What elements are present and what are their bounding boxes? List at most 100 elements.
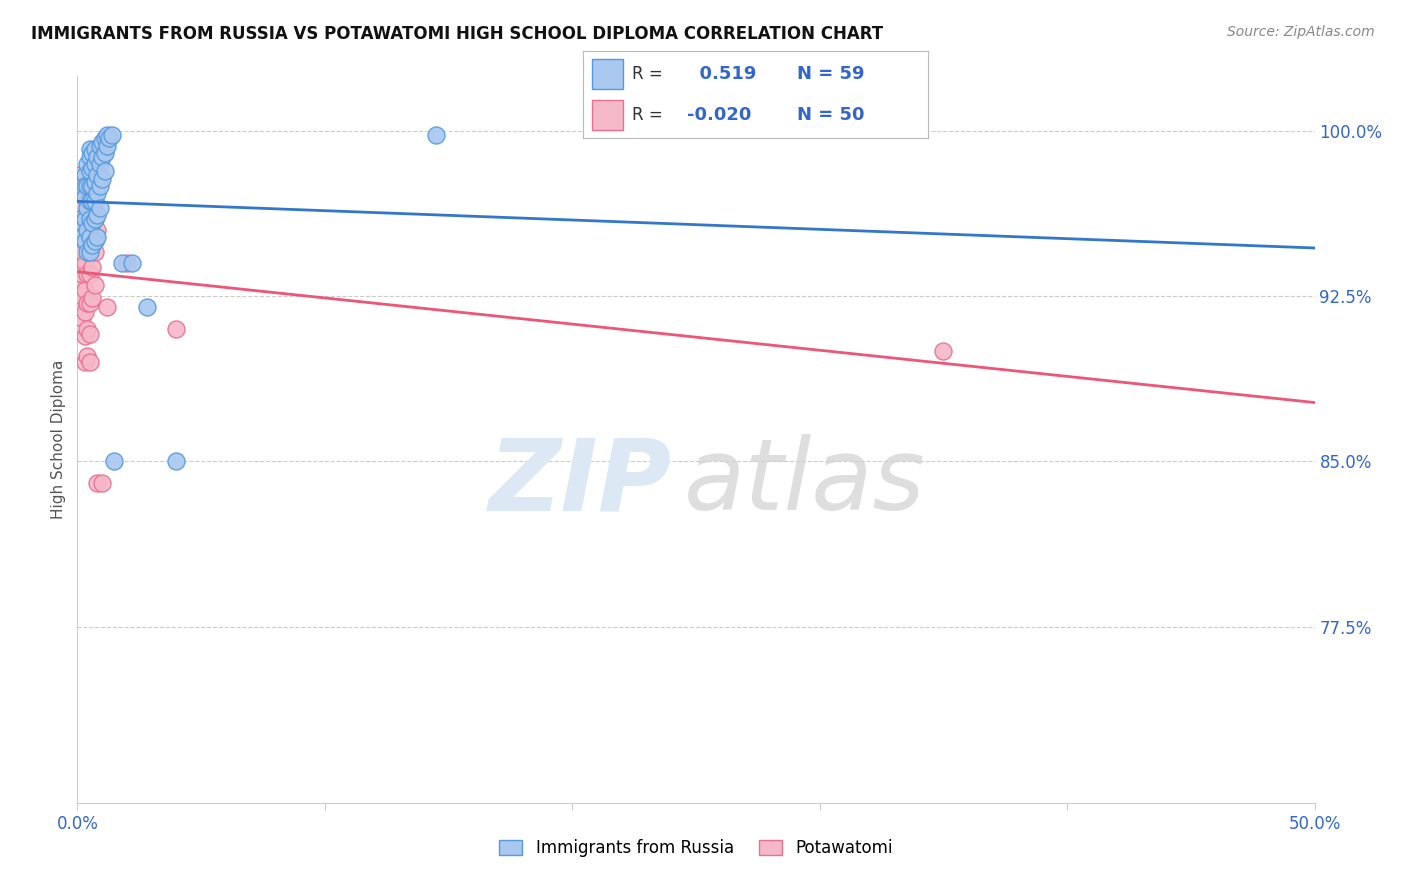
Point [82, 216, 104, 230]
Point [73, 190, 96, 204]
Point [98, 130, 121, 145]
Point [121, 256, 143, 270]
FancyBboxPatch shape [592, 100, 623, 130]
Point [96, 139, 118, 153]
Point [135, 300, 157, 314]
Point [73, 234, 96, 248]
Point [89, 139, 111, 153]
Point [91, 476, 114, 491]
Point [72, 229, 94, 244]
Point [73, 190, 96, 204]
Point [82, 238, 104, 252]
Point [83, 175, 105, 189]
Point [82, 229, 104, 244]
Point [69, 223, 91, 237]
Point [86, 168, 108, 182]
Point [79, 212, 101, 227]
Point [82, 291, 104, 305]
Point [82, 260, 104, 275]
Point [89, 178, 111, 193]
Point [73, 234, 96, 248]
Point [72, 216, 94, 230]
Point [115, 256, 138, 270]
Text: atlas: atlas [683, 434, 925, 532]
Point [96, 300, 118, 314]
Point [79, 142, 101, 156]
Point [86, 208, 108, 222]
Point [76, 216, 98, 230]
Point [79, 150, 101, 164]
Point [69, 300, 91, 314]
Point [82, 194, 104, 209]
FancyBboxPatch shape [592, 59, 623, 89]
Point [76, 223, 98, 237]
Point [83, 194, 105, 209]
Point [76, 322, 98, 336]
Y-axis label: High School Diploma: High School Diploma [51, 359, 66, 519]
Point [76, 201, 98, 215]
Point [69, 212, 91, 227]
Point [76, 157, 98, 171]
Point [82, 161, 104, 176]
Point [425, 128, 447, 143]
Point [86, 150, 108, 164]
Point [83, 142, 105, 156]
Point [69, 168, 91, 182]
Point [83, 234, 105, 248]
Point [73, 328, 96, 343]
Point [91, 135, 114, 149]
Text: R =: R = [631, 106, 668, 124]
Point [83, 245, 105, 260]
Point [69, 190, 91, 204]
Text: R =: R = [631, 65, 668, 83]
Point [79, 238, 101, 252]
Text: ZIP: ZIP [488, 434, 671, 532]
Point [69, 278, 91, 293]
Point [79, 326, 101, 341]
Point [103, 454, 125, 468]
Point [89, 157, 111, 171]
Point [165, 454, 187, 468]
Point [91, 150, 114, 164]
Point [72, 267, 94, 281]
Point [76, 194, 98, 209]
Text: Source: ZipAtlas.com: Source: ZipAtlas.com [1227, 25, 1375, 39]
Point [79, 295, 101, 310]
Point [72, 245, 94, 260]
Point [111, 256, 134, 270]
Point [76, 238, 98, 252]
Point [73, 304, 96, 318]
Point [73, 178, 96, 193]
Point [79, 178, 101, 193]
Point [76, 295, 98, 310]
Point [69, 256, 91, 270]
Point [79, 229, 101, 244]
Point [96, 128, 118, 143]
Point [165, 322, 187, 336]
Text: 0.519: 0.519 [688, 65, 756, 83]
Point [69, 234, 91, 248]
Point [76, 178, 98, 193]
Point [83, 212, 105, 227]
Text: -0.020: -0.020 [688, 106, 751, 124]
Point [83, 212, 105, 227]
Point [932, 344, 955, 359]
Point [86, 223, 108, 237]
Point [76, 267, 98, 281]
Text: N = 59: N = 59 [797, 65, 865, 83]
Point [73, 256, 96, 270]
Point [69, 212, 91, 227]
Point [79, 267, 101, 281]
Point [86, 186, 108, 200]
Point [101, 128, 124, 143]
Point [76, 349, 98, 363]
Text: N = 50: N = 50 [797, 106, 865, 124]
Point [82, 145, 104, 160]
Point [82, 201, 104, 215]
Point [72, 311, 94, 326]
Point [79, 212, 101, 227]
Point [79, 194, 101, 209]
Point [79, 355, 101, 369]
Point [79, 186, 101, 200]
Point [73, 212, 96, 227]
